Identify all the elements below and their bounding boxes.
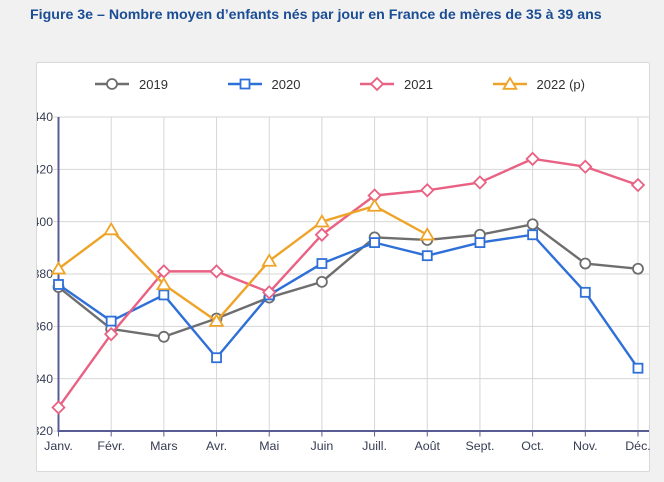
square-marker [474,237,486,249]
figure-title: Figure 3e – Nombre moyen d’enfants nés p… [30,7,602,23]
square-marker [632,362,644,374]
legend-item-2020[interactable]: 2020 [226,76,301,92]
circle-marker [106,78,118,90]
y-tick-label: 420 [37,163,53,177]
legend-label: 2021 [404,76,433,92]
square-legend-icon [227,78,262,90]
diamond-marker [472,175,488,190]
square-marker [239,78,250,90]
diamond-legend-icon [360,76,395,92]
triangle-marker [208,313,225,327]
x-tick-label: Déc. [625,439,650,453]
square-marker [369,237,380,249]
x-tick-label: Nov. [573,439,598,453]
triangle-marker [366,198,383,212]
triangle-marker [501,76,518,90]
y-tick-label: 360 [37,320,53,334]
y-tick-label: 320 [37,424,53,438]
diamond-marker [578,159,593,174]
diamond-marker [630,177,646,193]
diamond-marker [367,188,382,203]
triangle-marker [103,221,120,236]
series-line-2019 [57,223,639,339]
diamond-marker [314,227,330,242]
series-line-2022-p- [57,204,428,323]
legend-item-2021[interactable]: 2021 [358,76,433,92]
chart-card: 2019 2020 2021 2022 (p) 320 340 360 380 400 420 4… [36,62,651,472]
diamond-marker [156,264,172,279]
x-tick-label: Juin [311,439,334,453]
diamond-marker [209,264,224,279]
triangle-marker [50,261,67,275]
diamond-marker [103,326,119,342]
x-tick-label: Mai [259,439,279,453]
chart-legend: 2019 2020 2021 2022 (p) [37,76,649,92]
triangle-marker [155,276,172,291]
square-marker [53,279,64,290]
circle-legend-icon [95,78,129,90]
diamond-marker [525,151,540,167]
y-tick-label: 380 [37,267,53,281]
x-tick-label: Oct. [521,439,544,453]
square-marker [527,229,539,241]
diamond-marker [420,183,435,198]
diamond-marker [51,400,66,415]
legend-label: 2022 (p) [536,76,585,92]
square-marker [316,258,328,269]
line-chart: 320 340 360 380 400 420 440 Janv. Févr. Mars Avr. M… [37,110,651,453]
square-marker [579,286,591,298]
diamond-marker [369,76,385,92]
y-tick-label: 400 [37,215,53,229]
diamond-marker [262,285,277,300]
legend-item-2022-p-[interactable]: 2022 (p) [491,76,585,92]
triangle-marker [313,213,330,228]
square-marker [211,352,222,364]
legend-label: 2020 [271,76,301,92]
series-line-2020 [57,233,639,369]
square-marker [105,315,117,327]
legend-item-2019[interactable]: 2019 [93,76,168,92]
x-tick-label: Août [415,439,441,453]
circle-marker [315,275,328,288]
circle-marker [632,262,644,275]
x-tick-label: Janv. [44,439,73,453]
circle-marker [157,330,170,343]
x-tick-label: Juill. [362,439,387,453]
circle-marker [579,257,592,270]
triangle-marker [419,226,436,241]
triangle-legend-icon [492,76,527,90]
legend-label: 2019 [139,76,168,92]
square-marker [158,289,170,301]
square-marker [421,250,433,262]
x-tick-label: Sept. [465,439,494,453]
series-line-2021 [57,157,639,409]
triangle-marker [261,253,278,267]
x-tick-label: Avr. [206,439,227,453]
y-tick-label: 340 [37,372,53,386]
x-tick-label: Févr. [97,439,125,453]
y-tick-label: 440 [37,110,53,124]
x-tick-label: Mars [150,439,178,453]
circle-marker [526,218,539,231]
